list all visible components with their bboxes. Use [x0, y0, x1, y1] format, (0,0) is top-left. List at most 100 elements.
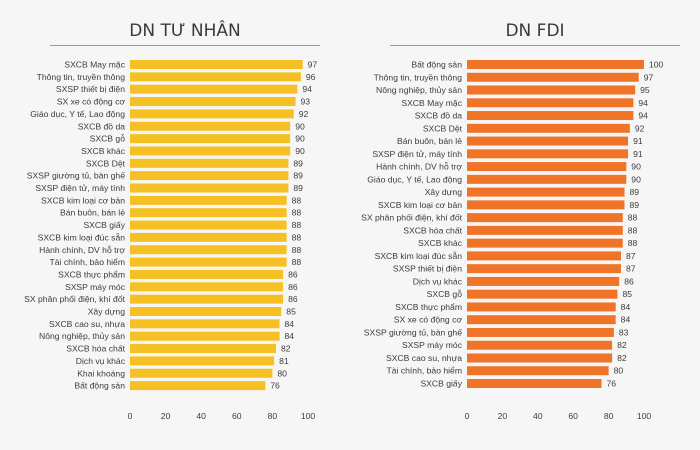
fdi-category-label: Xây dựng [425, 187, 463, 197]
private-value-label: 97 [308, 60, 318, 70]
fdi-x-tick-label: 80 [604, 411, 614, 421]
fdi-category-label: SXCB thực phẩm [395, 302, 462, 312]
fdi-value-label: 76 [607, 379, 617, 389]
fdi-bar [467, 340, 613, 350]
private-category-label: SXCB Dệt [86, 158, 126, 168]
private-value-label: 86 [288, 269, 298, 279]
private-category-label: SXCB cao su, nhựa [49, 319, 125, 329]
fdi-bar [467, 251, 621, 261]
private-value-label: 86 [288, 282, 298, 292]
fdi-category-label: Thông tin, truyền thông [374, 72, 463, 82]
private-bar [130, 307, 282, 316]
private-bar [130, 72, 301, 82]
private-bar [130, 109, 294, 119]
left-chart-title: DN TƯ NHÂN [129, 21, 241, 41]
private-value-label: 89 [293, 171, 303, 181]
fdi-category-label: Tài chính, bảo hiểm [387, 366, 462, 376]
private-category-label: SXCB gỗ [90, 134, 126, 144]
private-category-label: Khai khoáng [77, 368, 125, 378]
right-title-divider [390, 45, 680, 46]
private-category-label: SXSP máy móc [65, 282, 126, 292]
private-bar [130, 134, 291, 144]
private-bar [130, 331, 280, 341]
private-x-tick-label: 60 [232, 411, 242, 421]
private-value-label: 88 [292, 257, 302, 267]
fdi-category-label: SXSP thiết bị điện [393, 264, 462, 274]
fdi-category-label: SXCB kim loại đúc sẵn [375, 251, 463, 261]
fdi-bar [467, 379, 602, 388]
private-bar [130, 269, 284, 279]
private-bar [130, 368, 273, 378]
fdi-bar [467, 85, 636, 95]
private-value-label: 81 [279, 356, 289, 366]
fdi-value-label: 88 [628, 225, 638, 235]
fdi-bar [467, 302, 616, 312]
private-category-label: Hành chính, DV hỗ trợ [39, 245, 125, 255]
fdi-bar [467, 72, 639, 82]
private-x-tick-label: 40 [196, 411, 206, 421]
private-bar [130, 195, 287, 205]
private-bar [130, 97, 296, 107]
fdi-bar [467, 149, 629, 159]
fdi-category-label: Bất động sản [411, 60, 462, 70]
fdi-category-label: SXSP máy móc [402, 340, 463, 350]
private-value-label: 80 [277, 368, 287, 378]
private-bar [130, 121, 291, 131]
private-category-label: SXCB kim loại đúc sẵn [38, 232, 126, 242]
private-category-label: SXCB giấy [83, 220, 125, 230]
left-title-divider [50, 45, 320, 46]
fdi-bar [467, 187, 625, 197]
fdi-value-label: 91 [633, 136, 643, 146]
fdi-category-label: Hành chính, DV hỗ trợ [376, 162, 462, 172]
private-value-label: 76 [270, 381, 280, 391]
fdi-category-label: Dịch vụ khác [413, 276, 463, 286]
fdi-value-label: 80 [614, 366, 624, 376]
private-value-label: 89 [293, 183, 303, 193]
private-bar [130, 84, 298, 94]
private-category-label: Dịch vụ khác [76, 356, 126, 366]
private-bar [130, 171, 289, 181]
private-category-label: SX xe có động cơ [57, 97, 126, 107]
fdi-x-tick-label: 20 [498, 411, 508, 421]
private-value-label: 88 [292, 245, 302, 255]
private-category-label: SXSP điện tử, máy tính [35, 183, 125, 193]
private-category-label: SXCB khác [81, 146, 126, 156]
fdi-value-label: 87 [626, 264, 636, 274]
fdi-value-label: 87 [626, 251, 636, 261]
private-value-label: 94 [302, 84, 312, 94]
private-bar [130, 60, 303, 69]
fdi-category-label: Giáo dục, Y tế, Lao động [367, 174, 462, 184]
fdi-bar [467, 213, 623, 223]
fdi-value-label: 94 [638, 111, 648, 121]
fdi-bar [467, 200, 625, 210]
fdi-category-label: SXSP giường tủ, bàn ghế [364, 327, 462, 337]
fdi-category-label: SXCB gỗ [427, 289, 463, 299]
private-bar [130, 232, 287, 242]
private-value-label: 92 [299, 109, 309, 119]
private-x-tick-label: 100 [301, 411, 316, 421]
private-bar [130, 294, 284, 304]
private-value-label: 84 [285, 319, 295, 329]
fdi-category-label: SXCB cao su, nhựa [386, 353, 462, 363]
fdi-value-label: 84 [621, 302, 631, 312]
fdi-category-label: SXCB đồ da [415, 111, 463, 121]
private-category-label: SXCB kim loại cơ bản [41, 195, 125, 205]
private-category-label: Tài chính, bảo hiểm [50, 257, 125, 267]
private-bar [130, 208, 287, 218]
fdi-bar [467, 136, 629, 146]
private-bar [130, 158, 289, 168]
private-value-label: 82 [281, 344, 291, 354]
fdi-value-label: 84 [621, 315, 631, 325]
fdi-value-label: 88 [628, 213, 638, 223]
private-category-label: Bất động sản [74, 381, 125, 391]
private-category-label: SXCB thực phẩm [58, 269, 125, 279]
private-bar [130, 344, 276, 354]
fdi-value-label: 82 [617, 340, 627, 350]
fdi-bar [467, 327, 614, 337]
fdi-category-label: SXCB hóa chất [403, 225, 462, 235]
fdi-x-tick-label: 60 [568, 411, 578, 421]
fdi-value-label: 83 [619, 327, 629, 337]
private-category-label: Bán buôn, bán lẻ [60, 208, 125, 218]
fdi-value-label: 90 [631, 162, 641, 172]
fdi-bar [467, 98, 634, 108]
